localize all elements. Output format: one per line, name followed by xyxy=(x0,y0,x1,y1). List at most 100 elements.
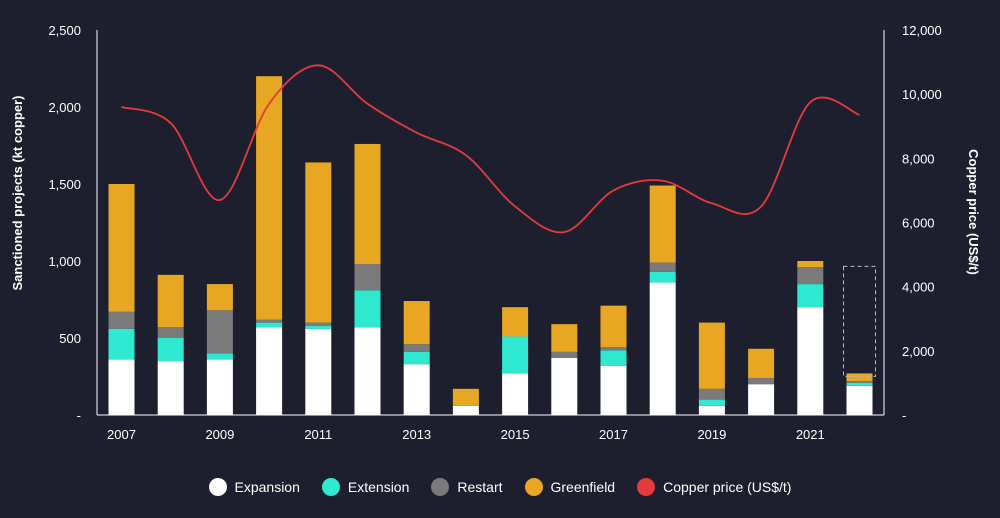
bar-extension-2007 xyxy=(108,328,135,360)
bar-restart-2016 xyxy=(551,351,578,359)
bar-restart-2018 xyxy=(649,262,676,272)
bar-greenfield-2016 xyxy=(551,324,578,352)
left-tick-label: 1,500 xyxy=(48,177,81,192)
bar-greenfield-2009 xyxy=(206,284,233,311)
bar-greenfield-2007 xyxy=(108,184,135,312)
legend-item-3: Greenfield xyxy=(524,478,616,496)
bar-expansion-2017 xyxy=(600,365,627,415)
legend-swatch xyxy=(321,478,340,496)
dashed-highlight-box xyxy=(843,265,876,377)
bar-extension-2009 xyxy=(206,353,233,360)
bar-expansion-2019 xyxy=(698,405,725,415)
legend-item-0: Expansion xyxy=(208,478,300,496)
right-tick-label: 10,000 xyxy=(902,87,942,102)
bar-expansion-2009 xyxy=(206,359,233,415)
x-tick-label: 2013 xyxy=(402,427,431,442)
bar-extension-2019 xyxy=(698,399,725,406)
bar-extension-2018 xyxy=(649,271,676,283)
legend-item-2: Restart xyxy=(431,478,503,496)
bar-expansion-2021 xyxy=(797,307,824,415)
bar-restart-2010 xyxy=(256,319,283,323)
bar-restart-2021 xyxy=(797,267,824,285)
ticks: - 500 1,000 1,500 2,000 2,500 - 2,000 4,000 6,000… xyxy=(48,23,941,442)
bars xyxy=(108,76,876,415)
x-tick-label: 2015 xyxy=(501,427,530,442)
right-tick-label: 4,000 xyxy=(902,280,935,295)
bar-extension-2021 xyxy=(797,284,824,308)
legend-swatch xyxy=(431,478,450,496)
bar-restart-2013 xyxy=(403,344,430,352)
copper-price-line xyxy=(121,64,860,234)
legend-label: Copper price (US$/t) xyxy=(663,479,792,495)
bar-expansion-2010 xyxy=(256,327,283,415)
bar-extension-2008 xyxy=(157,338,184,362)
bar-greenfield-2018 xyxy=(649,185,676,263)
bar-greenfield-2022 xyxy=(846,373,873,382)
bar-greenfield-2013 xyxy=(403,301,430,345)
legend-label: Greenfield xyxy=(550,479,616,495)
bar-extension-2010 xyxy=(256,322,283,328)
bar-restart-2019 xyxy=(698,388,725,400)
bar-restart-2009 xyxy=(206,310,233,354)
bar-greenfield-2011 xyxy=(305,162,332,323)
right-axis-title: Copper price (US$/t) xyxy=(966,149,981,275)
right-tick-label: - xyxy=(902,408,906,423)
bar-expansion-2016 xyxy=(551,358,578,415)
left-tick-label: 1,000 xyxy=(48,254,81,269)
bar-restart-2017 xyxy=(600,347,627,351)
right-tick-label: 6,000 xyxy=(902,216,935,231)
bar-extension-2015 xyxy=(502,336,529,374)
left-axis-title: Sanctioned projects (kt copper) xyxy=(10,95,25,290)
bar-restart-2022 xyxy=(846,381,873,383)
bar-restart-2011 xyxy=(305,322,332,326)
bar-restart-2020 xyxy=(748,378,775,385)
bar-expansion-2013 xyxy=(403,364,430,415)
x-tick-label: 2011 xyxy=(304,427,332,442)
bar-greenfield-2020 xyxy=(748,348,775,379)
bar-greenfield-2021 xyxy=(797,261,824,268)
bar-restart-2008 xyxy=(157,327,184,338)
bar-expansion-2007 xyxy=(108,359,135,415)
bar-expansion-2018 xyxy=(649,282,676,415)
bar-extension-2017 xyxy=(600,350,627,366)
x-tick-label: 2009 xyxy=(205,427,234,442)
right-tick-label: 12,000 xyxy=(902,23,942,38)
x-tick-label: 2019 xyxy=(697,427,726,442)
bar-greenfield-2015 xyxy=(502,307,529,337)
bar-extension-2011 xyxy=(305,325,332,329)
bar-greenfield-2008 xyxy=(157,274,184,328)
right-tick-label: 2,000 xyxy=(902,344,935,359)
legend-swatch xyxy=(637,478,656,496)
bar-expansion-2008 xyxy=(157,361,184,415)
bar-restart-2007 xyxy=(108,311,135,329)
bar-expansion-2022 xyxy=(846,385,873,415)
bar-restart-2012 xyxy=(354,264,381,291)
legend-swatch xyxy=(524,478,543,496)
right-tick-label: 8,000 xyxy=(902,151,935,166)
left-tick-label: - xyxy=(77,408,81,423)
bar-greenfield-2014 xyxy=(452,388,479,406)
legend-label: Restart xyxy=(457,479,503,495)
legend-item-1: Extension xyxy=(321,478,410,496)
legend-swatch xyxy=(208,478,227,496)
bar-expansion-2020 xyxy=(748,384,775,415)
bar-greenfield-2010 xyxy=(256,76,283,320)
legend-item-4: Copper price (US$/t) xyxy=(637,478,791,496)
bar-greenfield-2012 xyxy=(354,143,381,265)
bar-expansion-2014 xyxy=(452,405,479,415)
bar-extension-2012 xyxy=(354,290,381,328)
x-tick-label: 2021 xyxy=(796,427,825,442)
x-tick-label: 2017 xyxy=(599,427,628,442)
legend: Expansion Extension Restart Greenfield Coppe… xyxy=(0,478,1000,496)
copper-price-path xyxy=(121,64,860,234)
x-tick-label: 2007 xyxy=(107,427,136,442)
left-tick-label: 2,000 xyxy=(48,100,81,115)
legend-label: Extension xyxy=(347,479,410,495)
left-tick-label: 2,500 xyxy=(48,23,81,38)
bar-greenfield-2017 xyxy=(600,305,627,348)
bar-expansion-2011 xyxy=(305,328,332,415)
bar-greenfield-2019 xyxy=(698,322,725,389)
left-tick-label: 500 xyxy=(59,331,81,346)
bar-extension-2013 xyxy=(403,351,430,365)
